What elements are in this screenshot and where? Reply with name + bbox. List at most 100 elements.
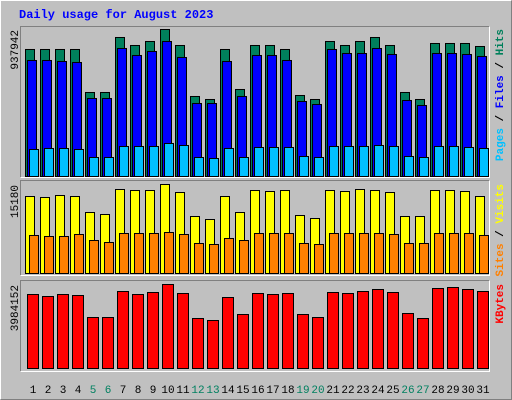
bar [134, 233, 144, 274]
bar [299, 155, 309, 177]
bar [267, 294, 279, 369]
bar [149, 145, 159, 178]
x-tick-label: 10 [161, 385, 174, 397]
legend-entry: Files [495, 75, 507, 108]
y-tick-label: 15180 [10, 185, 22, 218]
x-tick-label: 22 [341, 385, 354, 397]
bar [209, 244, 219, 274]
bar [284, 146, 294, 177]
bar [374, 144, 384, 177]
bar [237, 314, 249, 369]
bar [284, 233, 294, 274]
x-tick-label: 7 [120, 385, 127, 397]
bar [119, 145, 129, 178]
bar [434, 145, 444, 178]
bar [357, 291, 369, 369]
x-tick-label: 24 [371, 385, 385, 397]
legend-entry: Pages [495, 128, 507, 161]
x-tick-label: 21 [326, 385, 340, 397]
legend: Pages / Files / Hits [495, 29, 507, 161]
legend-entry: Sites [495, 243, 507, 276]
y-tick-label: 937942 [10, 30, 22, 70]
bar [359, 233, 369, 274]
bar [299, 242, 309, 275]
bar [402, 313, 414, 369]
x-tick-label: 30 [461, 385, 474, 397]
bar [29, 148, 39, 177]
bar [449, 145, 459, 178]
bar [209, 157, 219, 177]
bar [464, 146, 474, 177]
x-tick-label: 27 [416, 385, 429, 397]
bar [432, 288, 444, 369]
bar [314, 156, 324, 178]
x-tick-label: 26 [401, 385, 414, 397]
panel-edge-light [20, 280, 490, 372]
x-tick-label: 16 [251, 385, 264, 397]
bar [297, 314, 309, 369]
bar [252, 293, 264, 370]
bar [224, 147, 234, 178]
panel-edge-light [20, 180, 490, 276]
bar [449, 233, 459, 274]
legend-separator: / [495, 224, 507, 244]
x-tick-label: 14 [221, 385, 235, 397]
bar [44, 235, 54, 274]
bar [342, 293, 354, 370]
legend-separator: / [495, 55, 507, 75]
bar [477, 291, 489, 369]
bar [269, 233, 279, 274]
panel-edge-dark [20, 280, 490, 372]
bar [72, 295, 84, 369]
bar [312, 317, 324, 369]
x-tick-label: 17 [266, 385, 279, 397]
x-tick-label: 19 [296, 385, 309, 397]
bar [239, 156, 249, 178]
bar [389, 233, 399, 274]
bar [254, 146, 264, 177]
bar [162, 284, 174, 369]
legend: KBytes [495, 284, 507, 324]
panel-edge-dark [20, 26, 490, 178]
bar [224, 237, 234, 274]
x-tick-label: 3 [60, 385, 67, 397]
bar [419, 242, 429, 275]
panel-edge-dark [20, 180, 490, 276]
x-tick-label: 6 [105, 385, 112, 397]
bar [177, 293, 189, 370]
bar [404, 155, 414, 177]
bar [329, 145, 339, 178]
bar [104, 242, 114, 275]
bar [42, 296, 54, 369]
y-tick-label: 3984152 [10, 285, 22, 331]
bar [117, 291, 129, 369]
bar [374, 233, 384, 274]
bar [269, 146, 279, 177]
bar [87, 317, 99, 369]
bar [372, 289, 384, 370]
bar [417, 318, 429, 369]
bar [314, 244, 324, 274]
legend-separator: / [495, 108, 507, 128]
chart-title: Daily usage for August 2023 [19, 8, 213, 22]
bar [359, 145, 369, 178]
bar [434, 233, 444, 274]
bar [179, 233, 189, 274]
bar [164, 142, 174, 177]
x-tick-label: 15 [236, 385, 249, 397]
x-tick-label: 12 [191, 385, 204, 397]
legend-entry: Hits [495, 29, 507, 55]
bar [222, 297, 234, 370]
bar [207, 320, 219, 370]
x-tick-label: 2 [45, 385, 52, 397]
bar [479, 147, 489, 178]
bar [104, 156, 114, 178]
bar [419, 156, 429, 178]
bar [194, 242, 204, 275]
x-tick-label: 9 [150, 385, 157, 397]
bar [387, 292, 399, 369]
x-tick-label: 1 [30, 385, 37, 397]
bar [344, 145, 354, 178]
bar [147, 292, 159, 369]
